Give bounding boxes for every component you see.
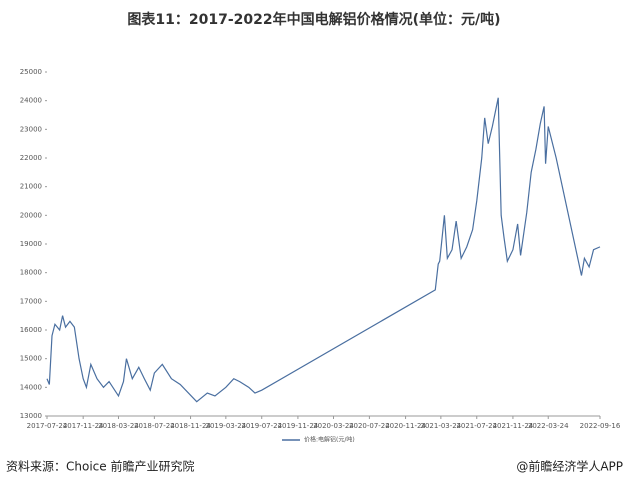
source: 资料来源：Choice 前瞻产业研究院 — [6, 459, 194, 474]
y-tick-label: 18000 — [20, 269, 42, 277]
x-tick-label: 2019-03-24 — [205, 422, 246, 430]
x-tick-label: 2017-07-24 — [27, 422, 68, 430]
y-tick-label: 13000 — [20, 412, 42, 420]
brand: @前瞻经济学人APP — [516, 459, 623, 474]
y-tick-label: 15000 — [20, 355, 42, 363]
y-tick-label: 14000 — [20, 383, 42, 391]
x-tick-label: 2021-11-24 — [493, 422, 534, 430]
y-tick-label: 25000 — [20, 68, 42, 76]
y-tick-label: 21000 — [20, 183, 42, 191]
price-line — [46, 97, 601, 403]
x-tick-label: 2021-07-24 — [456, 422, 497, 430]
y-tick-label: 20000 — [20, 211, 42, 219]
y-tick-label: 22000 — [20, 154, 42, 162]
x-tick-label: 2019-11-24 — [278, 422, 319, 430]
y-tick-label: 17000 — [20, 297, 42, 305]
x-tick-label: 2018-07-24 — [134, 422, 175, 430]
x-tick-label: 2020-11-24 — [385, 422, 426, 430]
x-tick-label: 2022-09-16 — [580, 422, 621, 430]
x-tick-label: 2022-03-24 — [528, 422, 569, 430]
x-tick-label: 2018-03-24 — [98, 422, 139, 430]
x-tick-label: 2019-07-24 — [241, 422, 282, 430]
y-tick-label: 19000 — [20, 240, 42, 248]
y-tick-label: 23000 — [20, 125, 42, 133]
x-tick-label: 2020-07-24 — [349, 422, 390, 430]
x-tick-label: 2021-03-24 — [421, 422, 462, 430]
chart-title: 图表11：2017-2022年中国电解铝价格情况(单位：元/吨) — [127, 11, 500, 28]
y-tick-label: 24000 — [20, 97, 42, 105]
y-tick-label: 16000 — [20, 326, 42, 334]
x-tick-label: 2017-11-24 — [63, 422, 104, 430]
legend-label: 价格:电解铝(元/吨) — [304, 436, 355, 444]
x-tick-label: 2018-11-24 — [170, 422, 211, 430]
x-tick-label: 2020-03-24 — [313, 422, 354, 430]
